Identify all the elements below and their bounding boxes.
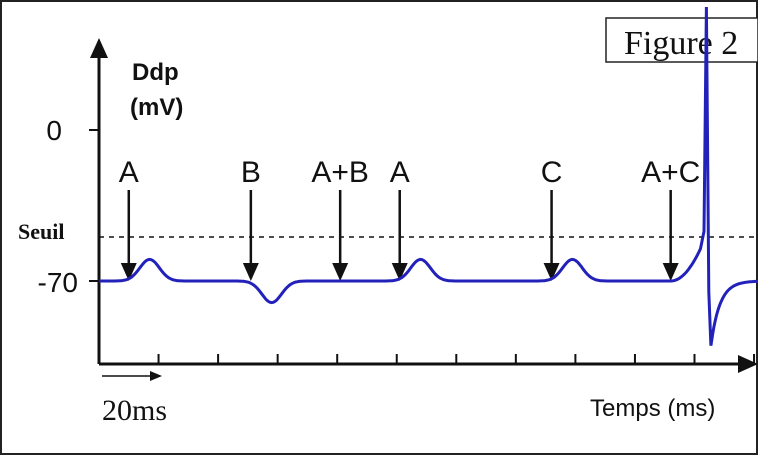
y-tick-label-minus70: -70	[38, 267, 78, 298]
threshold-label: Seuil	[18, 219, 64, 244]
stimulus-label: A+B	[311, 156, 369, 189]
stimulus-arrow-head	[543, 263, 560, 281]
figure-label: Figure 2	[624, 25, 738, 62]
y-axis-label-line1: Ddp	[132, 59, 179, 86]
time-scale-label: 20ms	[102, 394, 167, 427]
stimulus-label: B	[241, 156, 261, 189]
stimulus-arrow-head	[391, 263, 408, 281]
stimulus-label: A	[390, 156, 410, 189]
y-axis-label-line2: (mV)	[130, 94, 183, 121]
stimulus-events: A B A+B A C A+C	[119, 156, 700, 281]
figure-label-box	[605, 17, 758, 63]
time-scale-arrowhead	[150, 371, 162, 381]
stimulus-label: A	[119, 156, 139, 189]
membrane-potential-trace	[99, 6, 758, 346]
x-axis-label: Temps (ms)	[590, 395, 715, 422]
stimulus-arrow-head	[242, 263, 259, 281]
y-tick-label-0: 0	[46, 115, 62, 146]
stimulus-arrow-head	[120, 263, 137, 281]
x-axis-ticks	[157, 354, 756, 364]
stimulus-arrow-head	[662, 263, 679, 281]
stimulus-label: A+C	[641, 156, 700, 189]
stimulus-label: C	[541, 156, 563, 189]
stimulus-arrow-head	[332, 263, 349, 281]
x-axis-arrowhead	[738, 355, 758, 373]
y-axis-arrowhead	[90, 38, 108, 58]
